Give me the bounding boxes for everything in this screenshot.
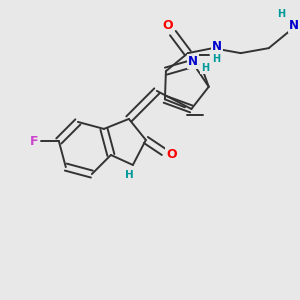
Text: O: O — [163, 19, 173, 32]
Text: F: F — [30, 134, 38, 148]
Text: H: H — [277, 9, 285, 19]
Text: H: H — [201, 63, 209, 74]
Text: N: N — [212, 40, 222, 52]
Text: H: H — [125, 170, 134, 180]
Text: N: N — [289, 19, 299, 32]
Text: O: O — [167, 148, 177, 161]
Text: H: H — [212, 54, 220, 64]
Text: N: N — [188, 55, 198, 68]
